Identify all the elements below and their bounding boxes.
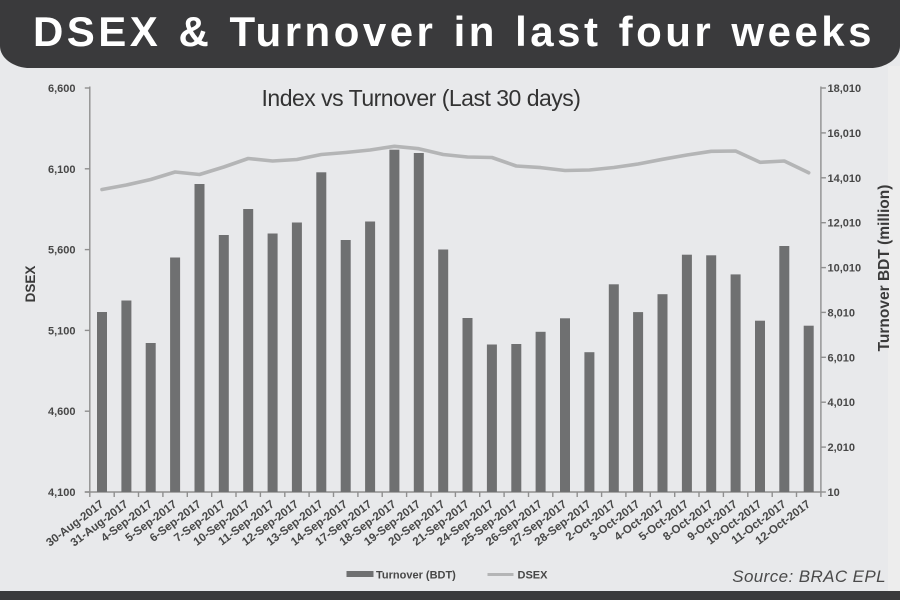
- svg-text:Index vs Turnover (Last 30 day: Index vs Turnover (Last 30 days): [262, 85, 581, 111]
- svg-text:5,600: 5,600: [48, 245, 76, 257]
- svg-text:18,010: 18,010: [828, 83, 862, 95]
- svg-text:5,100: 5,100: [48, 325, 76, 337]
- svg-text:10: 10: [828, 487, 840, 499]
- svg-text:DSEX: DSEX: [23, 266, 38, 303]
- svg-text:4,100: 4,100: [48, 487, 76, 499]
- svg-text:16,010: 16,010: [828, 128, 862, 140]
- svg-text:Turnover (BDT): Turnover (BDT): [376, 570, 456, 582]
- svg-text:Turnover BDT (million): Turnover BDT (million): [876, 185, 893, 352]
- svg-text:6,600: 6,600: [48, 83, 76, 95]
- svg-text:10,010: 10,010: [828, 263, 862, 275]
- svg-text:4,600: 4,600: [48, 406, 76, 418]
- svg-text:8,010: 8,010: [828, 307, 856, 319]
- svg-text:6,010: 6,010: [828, 352, 856, 364]
- svg-text:6,100: 6,100: [48, 164, 76, 176]
- svg-text:14,010: 14,010: [828, 173, 862, 185]
- svg-text:Source: BRAC EPL: Source: BRAC EPL: [732, 567, 886, 586]
- svg-text:2,010: 2,010: [828, 442, 856, 454]
- svg-text:12,010: 12,010: [828, 218, 862, 230]
- svg-text:DSEX: DSEX: [518, 570, 549, 582]
- svg-text:4,010: 4,010: [828, 397, 856, 409]
